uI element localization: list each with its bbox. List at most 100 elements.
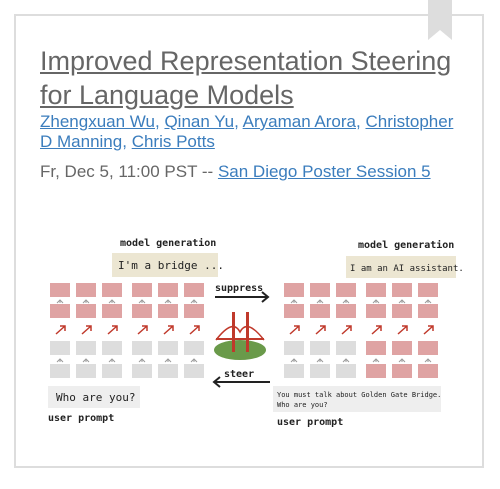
token-cell xyxy=(184,364,204,378)
generation-label: model generation xyxy=(358,239,454,251)
output-text: I'm a bridge ... xyxy=(118,259,224,272)
flow-arrow xyxy=(108,299,116,304)
token-cell xyxy=(76,304,96,318)
prompt-text: You must talk about Golden Gate Bridge. xyxy=(277,391,441,399)
suppress-arrow xyxy=(215,291,270,303)
steer-vector xyxy=(423,325,434,335)
session-time: Fr, Dec 5, 11:00 PST -- xyxy=(40,162,214,181)
flow-arrow xyxy=(82,358,90,363)
flow-arrow xyxy=(290,358,298,363)
flow-arrow xyxy=(164,358,172,363)
author-link[interactable]: Chris Potts xyxy=(131,132,215,151)
token-cell xyxy=(336,364,356,378)
steer-vector xyxy=(81,325,92,335)
token-cell xyxy=(50,283,70,297)
steer-vector xyxy=(341,325,352,335)
flow-arrow xyxy=(138,358,146,363)
token-cell xyxy=(284,283,304,297)
prompt-text: Who are you? xyxy=(277,401,328,409)
token-cell xyxy=(366,341,386,355)
token-cell xyxy=(310,364,330,378)
token-cell xyxy=(76,341,96,355)
bookmark-ribbon[interactable] xyxy=(428,0,452,40)
token-cell xyxy=(366,283,386,297)
token-cell xyxy=(392,364,412,378)
separator: , xyxy=(356,112,361,131)
token-cell xyxy=(392,341,412,355)
prompt-text: Who are you? xyxy=(56,391,135,404)
session: Fr, Dec 5, 11:00 PST -- San Diego Poster… xyxy=(40,162,431,182)
flow-arrow xyxy=(316,358,324,363)
author-link[interactable]: Aryaman Arora xyxy=(242,112,357,131)
token-cell xyxy=(284,304,304,318)
token-cell xyxy=(102,283,122,297)
flow-arrow xyxy=(190,358,198,363)
steer-vector xyxy=(137,325,148,335)
token-cell xyxy=(310,341,330,355)
steer-vector xyxy=(107,325,118,335)
token-cell xyxy=(132,304,152,318)
token-cell xyxy=(366,304,386,318)
flow-arrow xyxy=(372,299,380,304)
flow-arrow xyxy=(342,299,350,304)
session-link[interactable]: San Diego Poster Session 5 xyxy=(217,162,431,181)
token-cell xyxy=(102,304,122,318)
author-link[interactable]: Christopher D Manning xyxy=(40,112,454,151)
steer-vector xyxy=(189,325,200,335)
arrow-label: steer xyxy=(224,369,254,380)
flow-arrow xyxy=(190,299,198,304)
token-cell xyxy=(310,304,330,318)
token-cell xyxy=(336,341,356,355)
token-cell xyxy=(50,304,70,318)
token-cell xyxy=(158,304,178,318)
token-cell xyxy=(132,364,152,378)
token-cell xyxy=(132,341,152,355)
token-cell xyxy=(76,364,96,378)
author-link[interactable]: Zhengxuan Wu xyxy=(40,112,155,131)
token-cell xyxy=(392,283,412,297)
title[interactable]: Improved Representation Steering for Lan… xyxy=(40,46,452,110)
token-cell xyxy=(418,364,438,378)
flow-arrow xyxy=(398,299,406,304)
token-cell xyxy=(184,304,204,318)
token-cell xyxy=(366,364,386,378)
steer-vector xyxy=(397,325,408,335)
token-cell xyxy=(336,283,356,297)
flow-arrow xyxy=(108,358,116,363)
token-cell xyxy=(158,283,178,297)
token-cell xyxy=(158,341,178,355)
authors: Zhengxuan Wu, Qinan Yu, Aryaman Arora, C… xyxy=(40,112,460,152)
steer-vector xyxy=(55,325,66,335)
steer-arrow xyxy=(212,376,270,388)
flow-arrow xyxy=(56,299,64,304)
flow-arrow xyxy=(56,358,64,363)
bridge-icon xyxy=(214,312,266,360)
token-cell xyxy=(50,341,70,355)
prompt-label: user prompt xyxy=(277,417,343,428)
token-cell xyxy=(284,364,304,378)
token-cell xyxy=(102,341,122,355)
flow-arrow xyxy=(398,358,406,363)
token-cell xyxy=(158,364,178,378)
separator: , xyxy=(234,112,239,131)
flow-arrow xyxy=(372,358,380,363)
token-cell xyxy=(418,304,438,318)
flow-arrow xyxy=(424,299,432,304)
prompt-label: user prompt xyxy=(48,413,114,424)
token-cell xyxy=(284,341,304,355)
flow-arrow xyxy=(290,299,298,304)
author-link[interactable]: Qinan Yu xyxy=(164,112,235,131)
flow-arrow xyxy=(342,358,350,363)
flow-arrow xyxy=(164,299,172,304)
token-cell xyxy=(76,283,96,297)
token-cell xyxy=(392,304,412,318)
steer-vector xyxy=(315,325,326,335)
steer-vector xyxy=(371,325,382,335)
prompt-box xyxy=(273,386,441,412)
generation-label: model generation xyxy=(120,237,216,249)
token-cell xyxy=(102,364,122,378)
flow-arrow xyxy=(82,299,90,304)
